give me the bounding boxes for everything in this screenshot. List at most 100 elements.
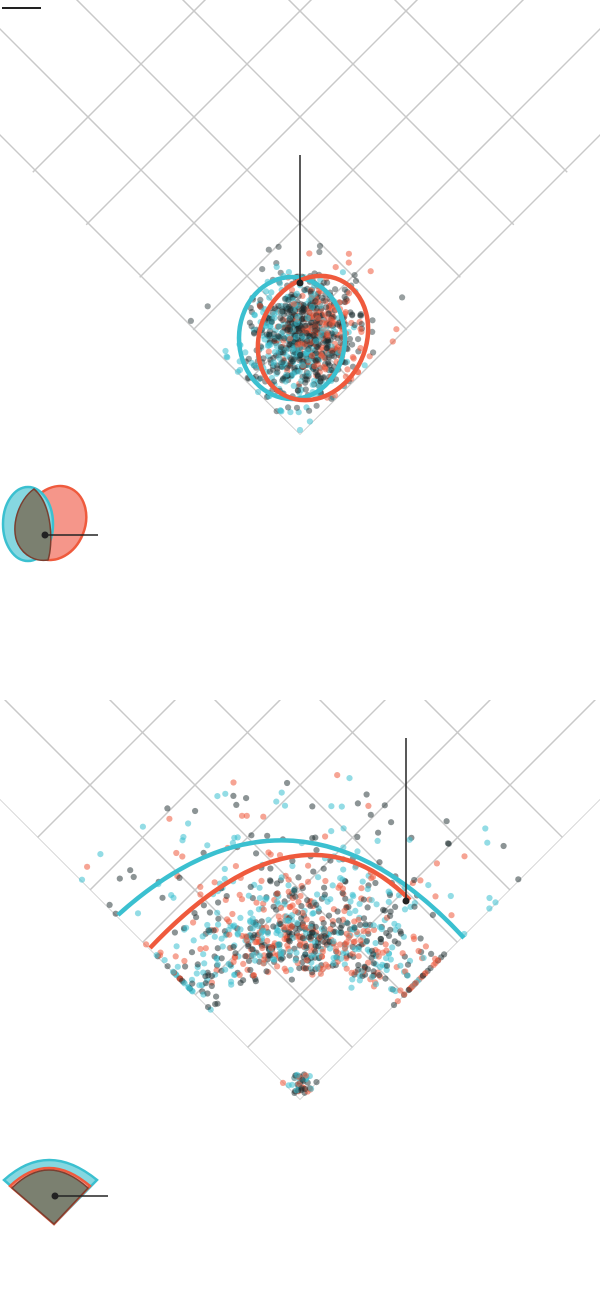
outfield-point-a-800	[205, 927, 212, 934]
infield-point-b-734	[357, 312, 365, 319]
outfield-point-a-683	[352, 864, 359, 871]
outfield-point-b-631	[374, 948, 382, 955]
infield-point-b-888	[297, 330, 304, 337]
outfield-point-a-933	[215, 921, 222, 928]
infield-point-a-902	[311, 332, 318, 339]
outfield-point-a-241	[392, 903, 399, 911]
outfield-point-b-688	[370, 951, 377, 958]
outfield-point-b-634	[243, 795, 250, 802]
outfield-point-a-757	[320, 920, 327, 927]
infield-point-b-499	[325, 360, 332, 367]
infield-point-b-408	[366, 353, 373, 360]
outfield-point-a-824	[214, 909, 221, 916]
outfield-point-b-362	[317, 970, 324, 977]
outfield-point-b-390	[310, 868, 317, 875]
infield-point-a-633	[273, 370, 280, 377]
outfield-point-a-89	[373, 901, 380, 908]
outfield-point-b-903	[383, 947, 390, 954]
infield-point-a-722	[278, 330, 285, 337]
outfield-point-b-415	[515, 876, 522, 883]
infield-point-b-132	[320, 374, 327, 381]
outfield-point-a-914	[397, 928, 404, 935]
infield-point-a-899	[290, 356, 298, 363]
outfield-point-a-268	[321, 884, 328, 891]
outfield-point-a-637	[482, 825, 489, 832]
outfield-point-a-707	[362, 921, 369, 928]
outfield-point-b-11	[394, 998, 401, 1005]
infield-grid-line-left-3	[17, 0, 600, 435]
infield-point-a-832	[268, 318, 275, 326]
outfield-grid-line-right-5	[0, 700, 476, 1100]
outfield-point-b-413	[365, 959, 372, 966]
infield-point-a-94	[283, 303, 290, 310]
infield-grid-line-right-3	[0, 0, 583, 435]
infield-point-b-760	[304, 332, 311, 339]
infield-point-b-688	[319, 319, 326, 326]
outfield-point-b-491	[297, 892, 304, 900]
outfield-point-a-744	[278, 948, 285, 955]
infield-point-b-568	[320, 297, 327, 304]
outfield-point-b-712	[143, 941, 150, 948]
outfield-point-b-655	[226, 931, 233, 938]
outfield-point-b-722	[443, 818, 450, 825]
infield-point-a-906	[293, 333, 300, 340]
outfield-point-a-863	[189, 980, 196, 987]
infield-point-a-117	[327, 366, 334, 374]
outfield-point-b-697	[274, 963, 281, 970]
outfield-point-a-911	[312, 923, 319, 931]
infield-point-a-873	[277, 343, 284, 351]
outfield-point-b-839	[315, 943, 322, 950]
infield-point-b-895	[341, 298, 348, 305]
outfield-point-a-936	[266, 951, 273, 958]
infield-point-a-706	[311, 324, 319, 331]
infield-point-b-800	[331, 363, 338, 370]
infield-point-a-892	[270, 359, 277, 366]
outfield-point-a-778	[127, 867, 134, 874]
infield-point-a-402	[257, 296, 264, 303]
outfield-point-a-661	[213, 955, 220, 962]
outfield-point-b-377	[390, 1001, 398, 1009]
outfield-point-a-509	[376, 859, 383, 866]
outfield-point-b-756	[267, 851, 274, 858]
outfield-point-a-137	[200, 951, 207, 958]
outfield-point-b-902	[299, 935, 306, 942]
outfield-point-b-475	[270, 923, 277, 930]
outfield-point-a-860	[330, 938, 337, 945]
infield-point-b-681	[287, 360, 294, 367]
infield-point-a-753	[294, 313, 301, 320]
outfield-point-a-804	[321, 891, 328, 898]
outfield-point-a-870	[232, 950, 239, 957]
infield-point-a-937	[297, 351, 304, 358]
outfield-point-b-76	[243, 812, 250, 819]
infield-point-b-694	[351, 272, 358, 279]
infield-point-b-611	[357, 345, 364, 352]
outfield-point-a-781	[385, 932, 393, 940]
outfield-point-a-546	[296, 965, 303, 972]
outfield-point-b-410	[432, 893, 439, 900]
infield-point-b-930	[279, 308, 286, 315]
infield-point-b-848	[306, 309, 313, 316]
outfield-point-a-648	[78, 876, 86, 883]
infield-point-a-201	[285, 269, 292, 276]
infield-point-b-799	[315, 299, 322, 306]
outfield-point-a-874	[287, 948, 294, 955]
infield-point-a-876	[293, 319, 300, 326]
outfield-point-b-589	[415, 947, 422, 955]
outfield-point-a-565	[247, 883, 254, 891]
outfield-point-a-266	[500, 842, 507, 850]
infield-point-a-866	[312, 338, 319, 345]
outfield-point-b-921	[230, 958, 237, 966]
outfield-point-a-916	[234, 834, 241, 841]
legend2-leader-dot	[51, 1192, 59, 1200]
outfield-point-a-439	[255, 906, 262, 913]
infield-point-a-225	[313, 402, 320, 409]
infield-point-a-818	[314, 371, 321, 378]
infield-point-a-749	[263, 288, 270, 295]
infield-point-b-481	[325, 337, 332, 344]
infield-point-b-771	[265, 315, 272, 322]
infield-point-b-842	[314, 315, 322, 322]
infield-point-a-588	[288, 356, 295, 363]
outfield-point-b-178	[370, 926, 378, 934]
outfield-point-b-696	[428, 950, 435, 958]
outfield-point-a-842	[275, 941, 282, 948]
